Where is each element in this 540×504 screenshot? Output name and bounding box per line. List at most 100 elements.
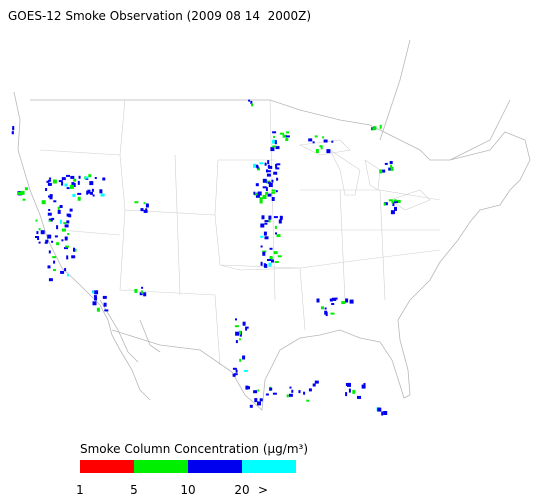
smoke-pixel <box>36 231 39 235</box>
smoke-pixel <box>61 228 66 232</box>
map-title: GOES-12 Smoke Observation (2009 08 14 20… <box>8 9 311 23</box>
smoke-pixel <box>291 389 294 393</box>
smoke-pixel <box>259 398 263 402</box>
smoke-pixel <box>253 163 257 168</box>
smoke-pixel <box>348 388 351 393</box>
smoke-pixel <box>268 218 271 223</box>
smoke-pixel <box>275 167 280 170</box>
smoke-pixel <box>259 162 264 165</box>
smoke-pixel <box>274 140 277 145</box>
smoke-pixel <box>84 176 89 179</box>
smoke-pixel <box>94 296 98 301</box>
canada-border <box>30 39 511 161</box>
smoke-pixel <box>268 215 272 220</box>
smoke-pixel <box>396 200 401 203</box>
smoke-pixel <box>143 209 148 213</box>
smoke-pixel <box>379 124 382 129</box>
smoke-pixel <box>104 309 109 312</box>
smoke-pixel <box>96 307 100 312</box>
state-lines <box>39 99 441 366</box>
smoke-pixel <box>389 161 393 164</box>
smoke-pixel <box>275 190 278 193</box>
smoke-pixel <box>383 411 388 415</box>
smoke-pixel <box>270 147 275 152</box>
legend-label: 5 <box>130 483 138 497</box>
smoke-pixel <box>271 179 274 183</box>
smoke-pixel <box>52 256 57 259</box>
smoke-pixel <box>341 301 346 305</box>
smoke-pixel <box>315 149 319 153</box>
smoke-pixel <box>268 262 272 267</box>
smoke-pixel <box>357 395 361 399</box>
smoke-pixel <box>20 190 25 195</box>
smoke-pixel <box>90 191 93 195</box>
smoke-pixel <box>49 196 53 200</box>
smoke-pixel <box>257 167 260 171</box>
smoke-pixel <box>384 162 388 165</box>
smoke-pixel <box>314 135 318 138</box>
smoke-pixel <box>69 208 73 212</box>
smoke-pixel <box>306 399 310 402</box>
smoke-pixel <box>394 206 397 211</box>
smoke-pixel <box>259 199 263 204</box>
smoke-pixel <box>267 165 270 168</box>
smoke-pixel <box>66 274 69 277</box>
smoke-pixel <box>280 132 284 135</box>
smoke-pixel <box>93 295 97 298</box>
smoke-pixel <box>91 188 94 192</box>
legend-label: > <box>258 483 268 497</box>
smoke-pixel <box>275 146 280 150</box>
smoke-pixel <box>73 178 77 182</box>
smoke-pixel <box>77 196 81 201</box>
smoke-pixel <box>58 180 63 183</box>
coastline <box>13 91 161 401</box>
smoke-pixel <box>59 219 62 224</box>
smoke-pixel <box>270 257 273 261</box>
smoke-pixel <box>259 197 263 202</box>
smoke-pixel <box>102 177 106 181</box>
smoke-pixel <box>324 307 327 310</box>
smoke-pixel <box>262 250 267 253</box>
smoke-pixel <box>269 387 273 391</box>
smoke-pixel <box>48 278 53 282</box>
smoke-pixel <box>263 231 267 236</box>
smoke-pixel <box>265 393 269 396</box>
smoke-pixel <box>78 175 81 179</box>
smoke-pixel <box>312 141 315 144</box>
smoke-pixel <box>308 388 312 392</box>
smoke-pixel <box>331 140 334 143</box>
smoke-pixel <box>321 306 324 310</box>
smoke-pixel <box>48 250 51 254</box>
great-lakes <box>298 139 431 211</box>
smoke-pixel <box>134 288 138 293</box>
smoke-pixel <box>256 165 259 169</box>
legend-label: 10 <box>180 483 195 497</box>
smoke-pixel <box>102 295 107 299</box>
smoke-pixel <box>334 297 338 300</box>
smoke-pixel <box>64 183 68 187</box>
smoke-pixel <box>251 103 253 107</box>
smoke-pixel <box>285 138 289 142</box>
smoke-pixel <box>262 251 266 256</box>
smoke-pixel <box>234 325 239 328</box>
smoke-pixel <box>372 127 375 131</box>
smoke-pixel <box>17 191 22 195</box>
smoke-pixel <box>345 392 348 397</box>
smoke-pixel <box>73 183 76 187</box>
smoke-pixel <box>235 318 237 321</box>
smoke-pixel <box>47 212 52 216</box>
smoke-pixel <box>86 190 89 195</box>
smoke-pixel <box>64 247 68 250</box>
smoke-pixel <box>35 236 39 238</box>
smoke-pixel <box>59 205 63 208</box>
smoke-pixel <box>88 174 92 178</box>
smoke-pixel <box>232 367 237 370</box>
smoke-pixel <box>379 169 383 174</box>
legend: 1 5 10 20 > <box>76 460 296 497</box>
smoke-pixel <box>239 330 241 335</box>
smoke-pixel <box>390 164 393 168</box>
smoke-pixel <box>393 201 398 204</box>
smoke-pixel <box>316 298 320 303</box>
smoke-pixel <box>89 181 94 186</box>
smoke-pixel <box>45 188 48 191</box>
